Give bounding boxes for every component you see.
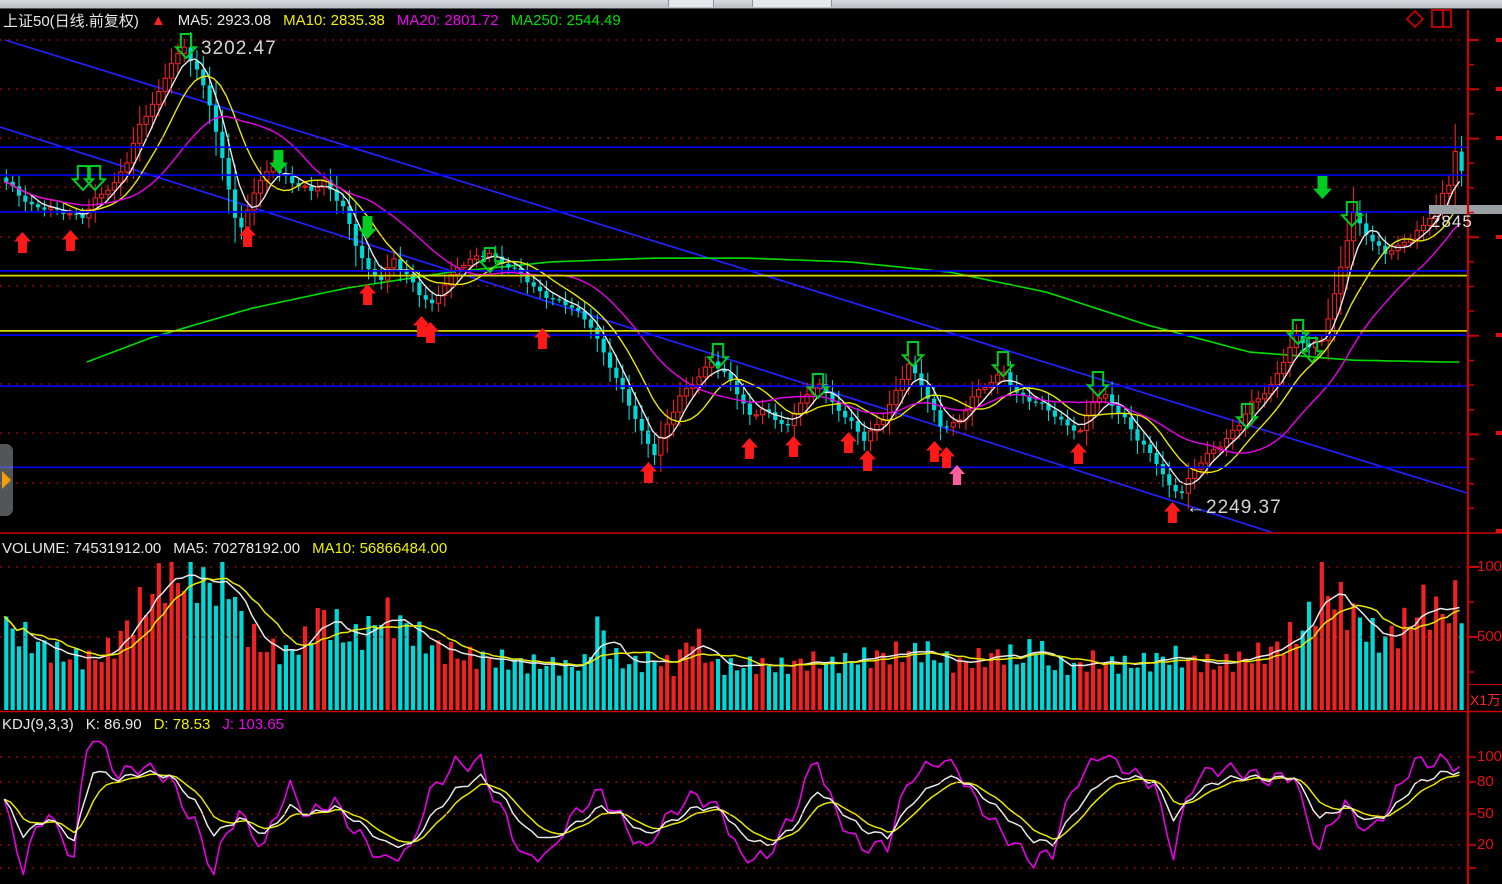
kdj-name: KDJ(9,3,3) — [2, 715, 74, 733]
ma20-value: MA20: 2801.72 — [396, 11, 499, 29]
ma10-value: MA10: 2835.38 — [283, 11, 385, 29]
sidebar-expander-tab[interactable] — [0, 444, 13, 516]
volume-axis-label: 5000 — [1477, 628, 1502, 645]
ma250-value: MA250: 2544.49 — [510, 11, 621, 29]
expand-arrow-icon — [2, 471, 11, 489]
volume-ma10-value: MA10: 56866484.00 — [312, 539, 448, 557]
peak-price-label: 3202.47 — [201, 38, 277, 59]
kdj-j-value: J: 103.65 — [222, 715, 285, 733]
split-window-icon[interactable] — [1430, 9, 1452, 29]
kdj-axis-label: 50 — [1477, 805, 1494, 822]
volume-ma5-value: MA5: 70278192.00 — [173, 539, 301, 557]
diamond-icon[interactable] — [1404, 9, 1426, 29]
volume-unit-label: X1万 — [1469, 684, 1502, 710]
toolbar-button-edge — [752, 0, 832, 7]
ma5-value: MA5: 2923.08 — [177, 11, 272, 29]
kdj-axis-label: 20 — [1477, 836, 1494, 853]
volume-axis-label: 10000 — [1477, 558, 1502, 575]
trend-up-icon: ▲ — [150, 11, 166, 29]
main-chart-header: 上证50(日线.前复权) ▲ MA5: 2923.08 MA10: 2835.3… — [3, 9, 1471, 31]
volume-value: VOLUME: 74531912.00 — [2, 539, 162, 557]
kdj-header: KDJ(9,3,3) K: 86.90 D: 78.53 J: 103.65 — [2, 713, 1470, 735]
kdj-axis-label: 80 — [1477, 773, 1494, 790]
kdj-k-value: K: 86.90 — [85, 715, 142, 733]
low-price-label: ←2249.37 — [1186, 497, 1282, 518]
toolbar-button-edge — [668, 0, 714, 7]
last-price-tag-label: 2845 — [1431, 212, 1473, 231]
volume-header: VOLUME: 74531912.00 MA5: 70278192.00 MA1… — [2, 537, 1470, 559]
kdj-axis-label: 100 — [1477, 748, 1502, 765]
window-toolbar-edge — [0, 0, 1502, 9]
symbol-title: 上证50(日线.前复权) — [3, 12, 139, 30]
kdj-d-value: D: 78.53 — [153, 715, 211, 733]
